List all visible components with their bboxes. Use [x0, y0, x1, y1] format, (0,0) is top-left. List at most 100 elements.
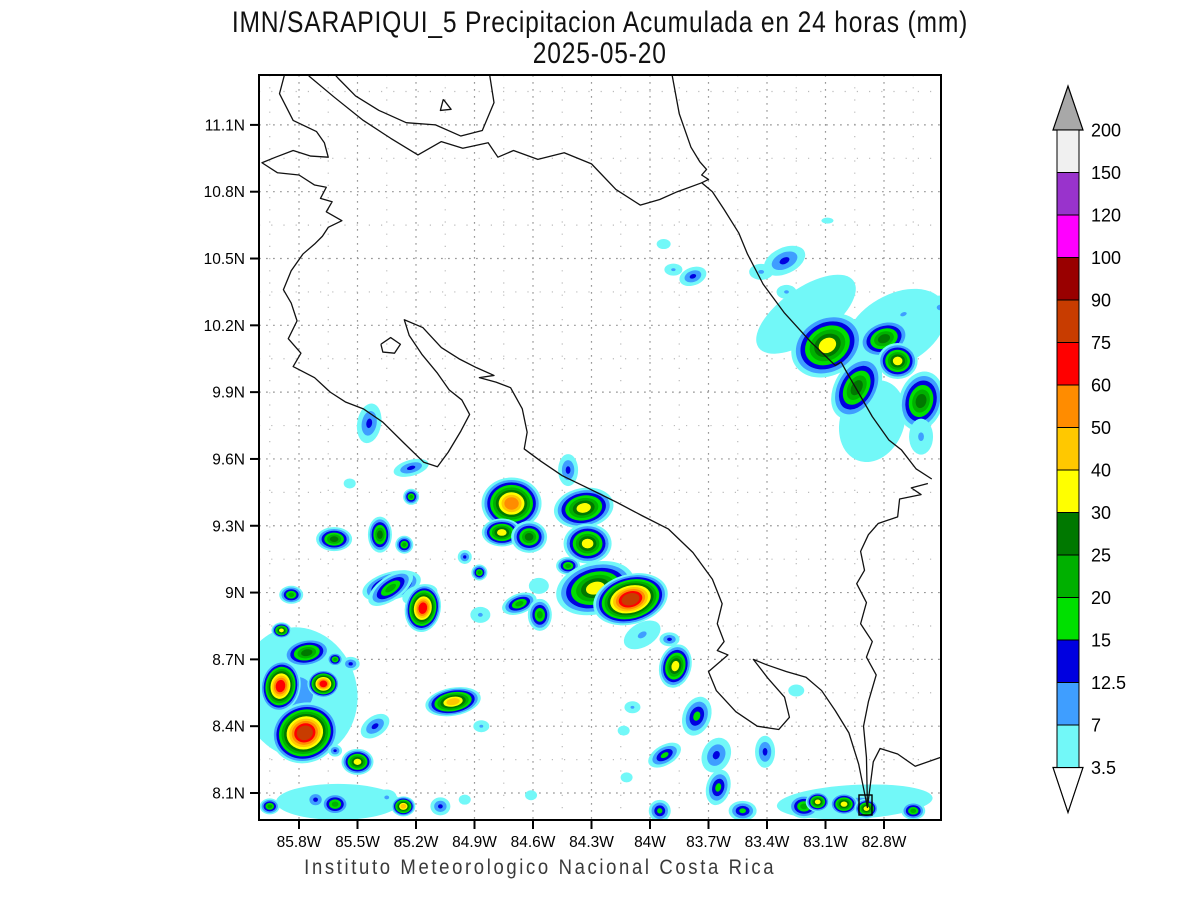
precip-cell — [367, 516, 392, 553]
precip-cell — [776, 284, 797, 299]
colorbar-tick-label: 25 — [1091, 546, 1111, 566]
colorbar-segment — [1056, 172, 1080, 216]
precip-cell — [679, 266, 707, 287]
precip-cell — [283, 638, 331, 668]
precip-cell — [563, 523, 612, 564]
precip-cell — [756, 274, 856, 354]
precip-cell — [259, 798, 280, 815]
precip-cell — [558, 454, 579, 487]
x-tick-label: 85.2W — [394, 834, 439, 851]
x-tick-label: 83.4W — [745, 834, 790, 851]
precip-cell — [648, 799, 671, 820]
precip-cell — [279, 585, 304, 604]
precip-cell — [877, 342, 918, 379]
precip-cell — [648, 742, 681, 768]
precip-cell — [788, 684, 805, 697]
x-tick-label: 83.7W — [686, 834, 731, 851]
x-tick-label: 84.3W — [569, 834, 614, 851]
precip-cell — [328, 744, 343, 757]
chart-title-text: IMN/SARAPIQUI_5 Precipitacion Acumulada … — [231, 6, 969, 39]
precip-cell — [890, 305, 917, 324]
colorbar-tick-label: 15 — [1091, 631, 1111, 651]
precip-cell — [481, 477, 542, 530]
precip-cell — [525, 790, 538, 801]
y-tick-label: 11.1N — [205, 117, 245, 134]
precip-cell — [728, 800, 757, 820]
precip-cell — [624, 701, 641, 714]
y-tick-label: 8.7N — [212, 652, 245, 669]
colorbar-segment — [1056, 384, 1080, 428]
precip-cell — [356, 403, 382, 444]
precip-cell — [623, 620, 661, 650]
precip-cell — [271, 702, 339, 764]
colorbar-segment — [1056, 299, 1080, 343]
colorbar-tick-label: 12.5 — [1091, 673, 1126, 693]
x-tick-label: 82.8W — [862, 834, 907, 851]
precip-cell — [502, 592, 537, 615]
x-tick-label: 84W — [634, 834, 666, 851]
precip-cell — [763, 245, 806, 276]
plot-frame — [258, 74, 942, 821]
colorbar-tick-label: 50 — [1091, 418, 1111, 438]
colorbar-segment — [1056, 597, 1080, 641]
precip-cell — [620, 772, 633, 783]
station-marker-box — [858, 794, 873, 816]
precip-cell — [404, 584, 442, 633]
precip-cell — [656, 239, 671, 250]
colorbar: 200 150 120 100 90 75 60 50 40 30 25 20 15 12.5 7 3.5 — [1052, 84, 1126, 815]
colorbar-segment — [1056, 682, 1080, 726]
chart-footer-text: Instituto Meteorologico Nacional Costa R… — [303, 856, 777, 879]
x-tick-label: 85.8W — [277, 834, 322, 851]
axes: 85.8W 85.5W 85.2W 84.9W 84.6W 84.3W 84W 83.7W 83… — [204, 117, 907, 851]
colorbar-tick-label: 200 — [1091, 121, 1121, 141]
colorbar-segment — [1056, 724, 1080, 768]
precip-cell — [341, 748, 374, 775]
y-tick-label: 10.8N — [204, 184, 245, 201]
y-tick-label: 9.6N — [212, 451, 245, 468]
precip-cell — [854, 798, 879, 819]
precip-cell — [471, 564, 488, 581]
colorbar-below-arrow — [1052, 766, 1084, 815]
precip-cell — [321, 793, 350, 816]
precip-cell — [305, 790, 326, 809]
precip-cell — [909, 418, 934, 455]
precip-cell — [830, 793, 859, 816]
colorbar-segment — [1056, 427, 1080, 471]
precip-cell — [705, 769, 731, 806]
precip-cell — [327, 652, 344, 667]
precip-cell — [470, 606, 491, 623]
colorbar-tick-label: 100 — [1091, 248, 1121, 268]
precip-cell — [393, 458, 429, 477]
precip-cell — [658, 644, 692, 688]
colorbar-segment — [1056, 257, 1080, 301]
y-tick-label: 10.2N — [204, 318, 245, 335]
y-tick-label: 8.4N — [212, 719, 245, 736]
colorbar-tick-label: 7 — [1091, 716, 1101, 736]
colorbar-tick-label: 30 — [1091, 503, 1111, 523]
colorbar-tick-label: 90 — [1091, 291, 1111, 311]
x-tick-label: 83.1W — [803, 834, 848, 851]
precip-cell — [271, 622, 292, 639]
precip-cell — [556, 556, 581, 575]
colorbar-tick-label: 60 — [1091, 376, 1111, 396]
precip-cell — [307, 669, 340, 698]
colorbar-segment — [1056, 512, 1080, 556]
precip-cell — [316, 527, 353, 552]
precip-cell — [681, 696, 712, 736]
precip-cell — [527, 598, 552, 631]
y-tick-label: 10.5N — [204, 251, 245, 268]
precip-cell — [924, 295, 941, 320]
precip-cell — [368, 570, 414, 606]
precip-cell — [458, 794, 471, 805]
precip-cell — [593, 573, 668, 626]
precip-cell — [403, 488, 420, 505]
precip-cell — [617, 725, 630, 736]
precip-cell — [425, 687, 481, 717]
precip-cell — [376, 789, 397, 806]
coastlines — [261, 75, 941, 809]
precip-cell — [395, 535, 414, 554]
precip-cell — [749, 263, 774, 280]
colorbar-segment — [1056, 639, 1080, 683]
x-tick-label: 84.6W — [511, 834, 556, 851]
